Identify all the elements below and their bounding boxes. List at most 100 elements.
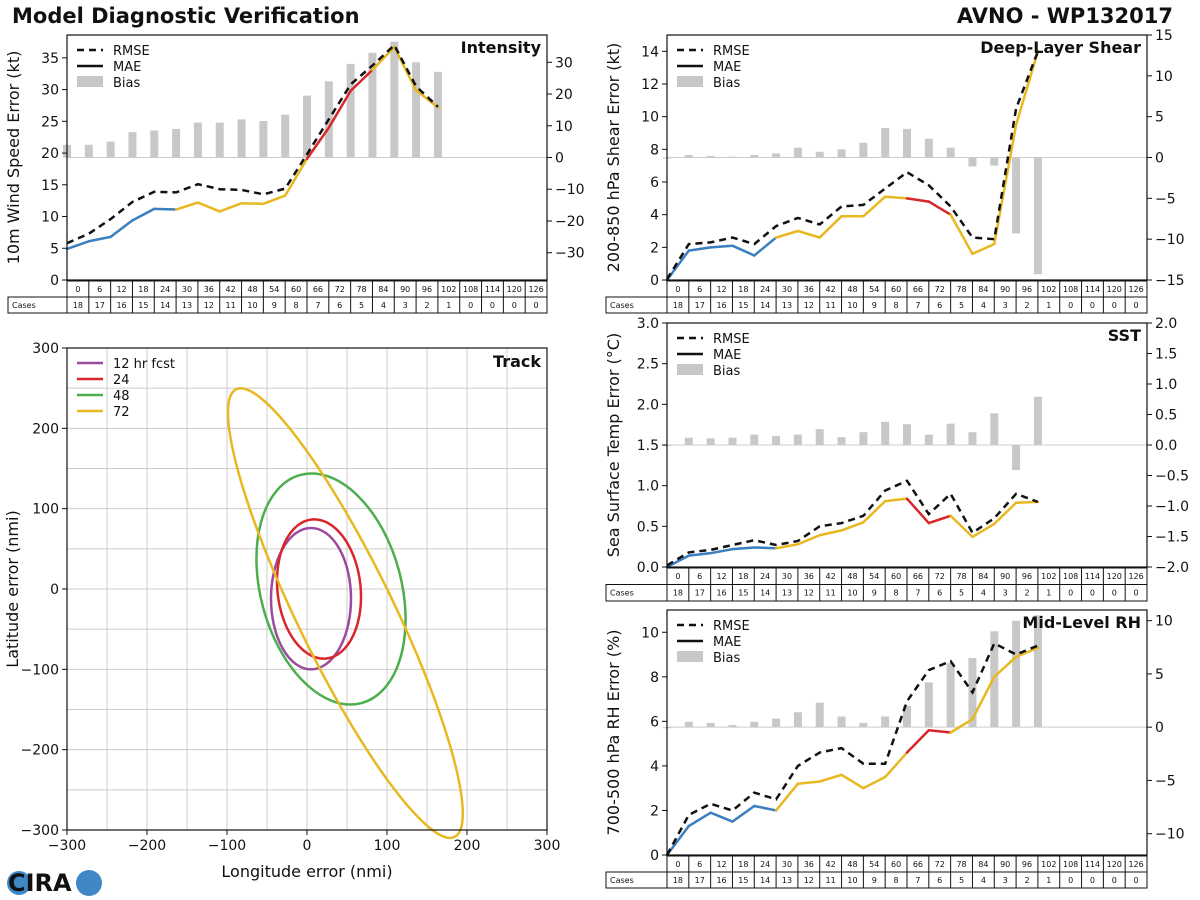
intensity-bias-bar [368,52,377,158]
rh-mae-segment [753,804,778,812]
intensity-y2tick-label: −30 [555,246,585,262]
sst-y2tick-label: 0.0 [1155,438,1177,454]
sst-hour-label: 18 [738,572,748,581]
sst-case-count: 0 [1090,589,1095,598]
rh-y2tick-label: −10 [1155,827,1185,843]
shear-hour-label: 36 [804,285,814,294]
cira-logo: CIRA [7,869,102,897]
shear-ytick-label: 0 [650,273,659,289]
intensity-ytick-label: 0 [50,273,59,289]
sst-bias-bar [793,434,802,445]
logo-text: CIRA [8,869,72,897]
shear-bias-bar [750,155,759,158]
sst-bias-bar [1012,445,1021,471]
shear-hour-label: 18 [738,285,748,294]
rh-case-count: 0 [1134,876,1139,885]
shear-hour-label: 114 [1085,285,1100,294]
shear-bias-bar [903,128,911,158]
sst-mae-segment [665,554,691,569]
sst-hour-label: 78 [956,572,966,581]
rh-hour-label: 30 [782,860,792,869]
rh-hour-label: 60 [891,860,901,869]
sst-mae-segment [840,521,865,532]
sst-bias-bar [706,438,715,445]
rh-hour-label: 24 [760,860,770,869]
shear-case-count: 0 [1112,301,1117,310]
intensity-case-count: 2 [424,301,429,310]
rh-bias-bar [772,718,781,728]
rh-bias-bar [793,712,802,728]
sst-case-count: 6 [937,589,942,598]
intensity-mae-segment [109,219,134,239]
shear-case-count: 0 [1090,301,1095,310]
sst-y2tick-label: −2.0 [1155,560,1189,576]
shear-case-count: 4 [981,301,986,310]
shear-ytick-label: 8 [650,142,659,158]
shear-mae-segment [687,246,712,252]
intensity-bias-bar [346,63,355,158]
rh-legend-bias-swatch [677,651,703,662]
rh-hour-label: 6 [697,860,702,869]
sst-case-count: 13 [782,589,792,598]
sst-ytick-label: 1.0 [637,479,659,495]
intensity-mae-segment [218,201,243,213]
shear-ylabel: 200-850 hPa Shear Error (kt) [604,43,623,273]
shear-case-count: 18 [673,301,683,310]
shear-case-count: 13 [782,301,792,310]
shear-hour-label: 78 [956,285,966,294]
track-panel-title: Track [493,352,541,371]
track-ytick-label: −100 [21,662,59,678]
shear-y2tick-label: −10 [1155,232,1185,248]
rh-hour-label: 36 [804,860,814,869]
rh-bias-bar [881,716,890,728]
rh-case-count: 8 [894,876,899,885]
rh-y2tick-label: 0 [1155,720,1164,736]
sst-mae-segment [774,542,800,550]
sst-y2tick-label: −0.5 [1155,469,1189,485]
rh-mae-segment [840,773,865,790]
intensity-y2tick-label: 30 [555,55,573,71]
sst-rmse-line [666,479,1039,567]
rh-mae-segment [709,811,734,823]
shear-case-count: 0 [1134,301,1139,310]
intensity-case-count: 14 [160,301,170,310]
shear-mae-segment [927,200,952,216]
rh-mae-segment [796,780,821,785]
sst-legend-bias-label: Bias [713,364,740,379]
sst-bias-bar [815,429,824,445]
track-ytick-label: 300 [32,341,59,357]
rh-case-count: 4 [981,876,986,885]
shear-mae-segment [862,195,887,218]
shear-hour-label: 72 [935,285,945,294]
intensity-y2tick-label: −20 [555,214,585,230]
sst-bias-bar [881,421,890,445]
intensity-case-count: 7 [315,301,320,310]
shear-hour-label: 96 [1022,285,1032,294]
intensity-case-count: 18 [73,301,83,310]
rh-bias-bar [859,722,868,728]
shear-legend-mae-label: MAE [713,60,741,75]
rh-bias-bar [946,663,955,728]
rh-bias-bar [684,721,693,728]
sst-hour-label: 126 [1128,572,1143,581]
intensity-hour-label: 126 [528,285,543,294]
rh-case-count: 12 [804,876,814,885]
intensity-y2tick-label: 10 [555,119,573,135]
sst-case-count: 18 [673,589,683,598]
shear-ytick-label: 10 [641,110,659,126]
sst-ytick-label: 0.0 [637,560,659,576]
shear-y2tick-label: 15 [1155,28,1173,44]
shear-ytick-label: 14 [641,44,659,60]
rh-bias-bar [728,725,737,728]
shear-hour-label: 0 [675,285,680,294]
rh-case-count: 5 [959,876,964,885]
rh-y2tick-label: −5 [1155,773,1176,789]
intensity-ytick-label: 20 [41,146,59,162]
sst-mae-segment [905,497,931,525]
rh-case-count: 14 [760,876,770,885]
rh-mae-segment [993,655,1018,679]
sst-bias-bar [1033,396,1042,445]
track-xlabel: Longitude error (nmi) [221,862,392,881]
rh-bias-bar [1033,615,1042,728]
sst-legend-bias-swatch [677,364,703,375]
